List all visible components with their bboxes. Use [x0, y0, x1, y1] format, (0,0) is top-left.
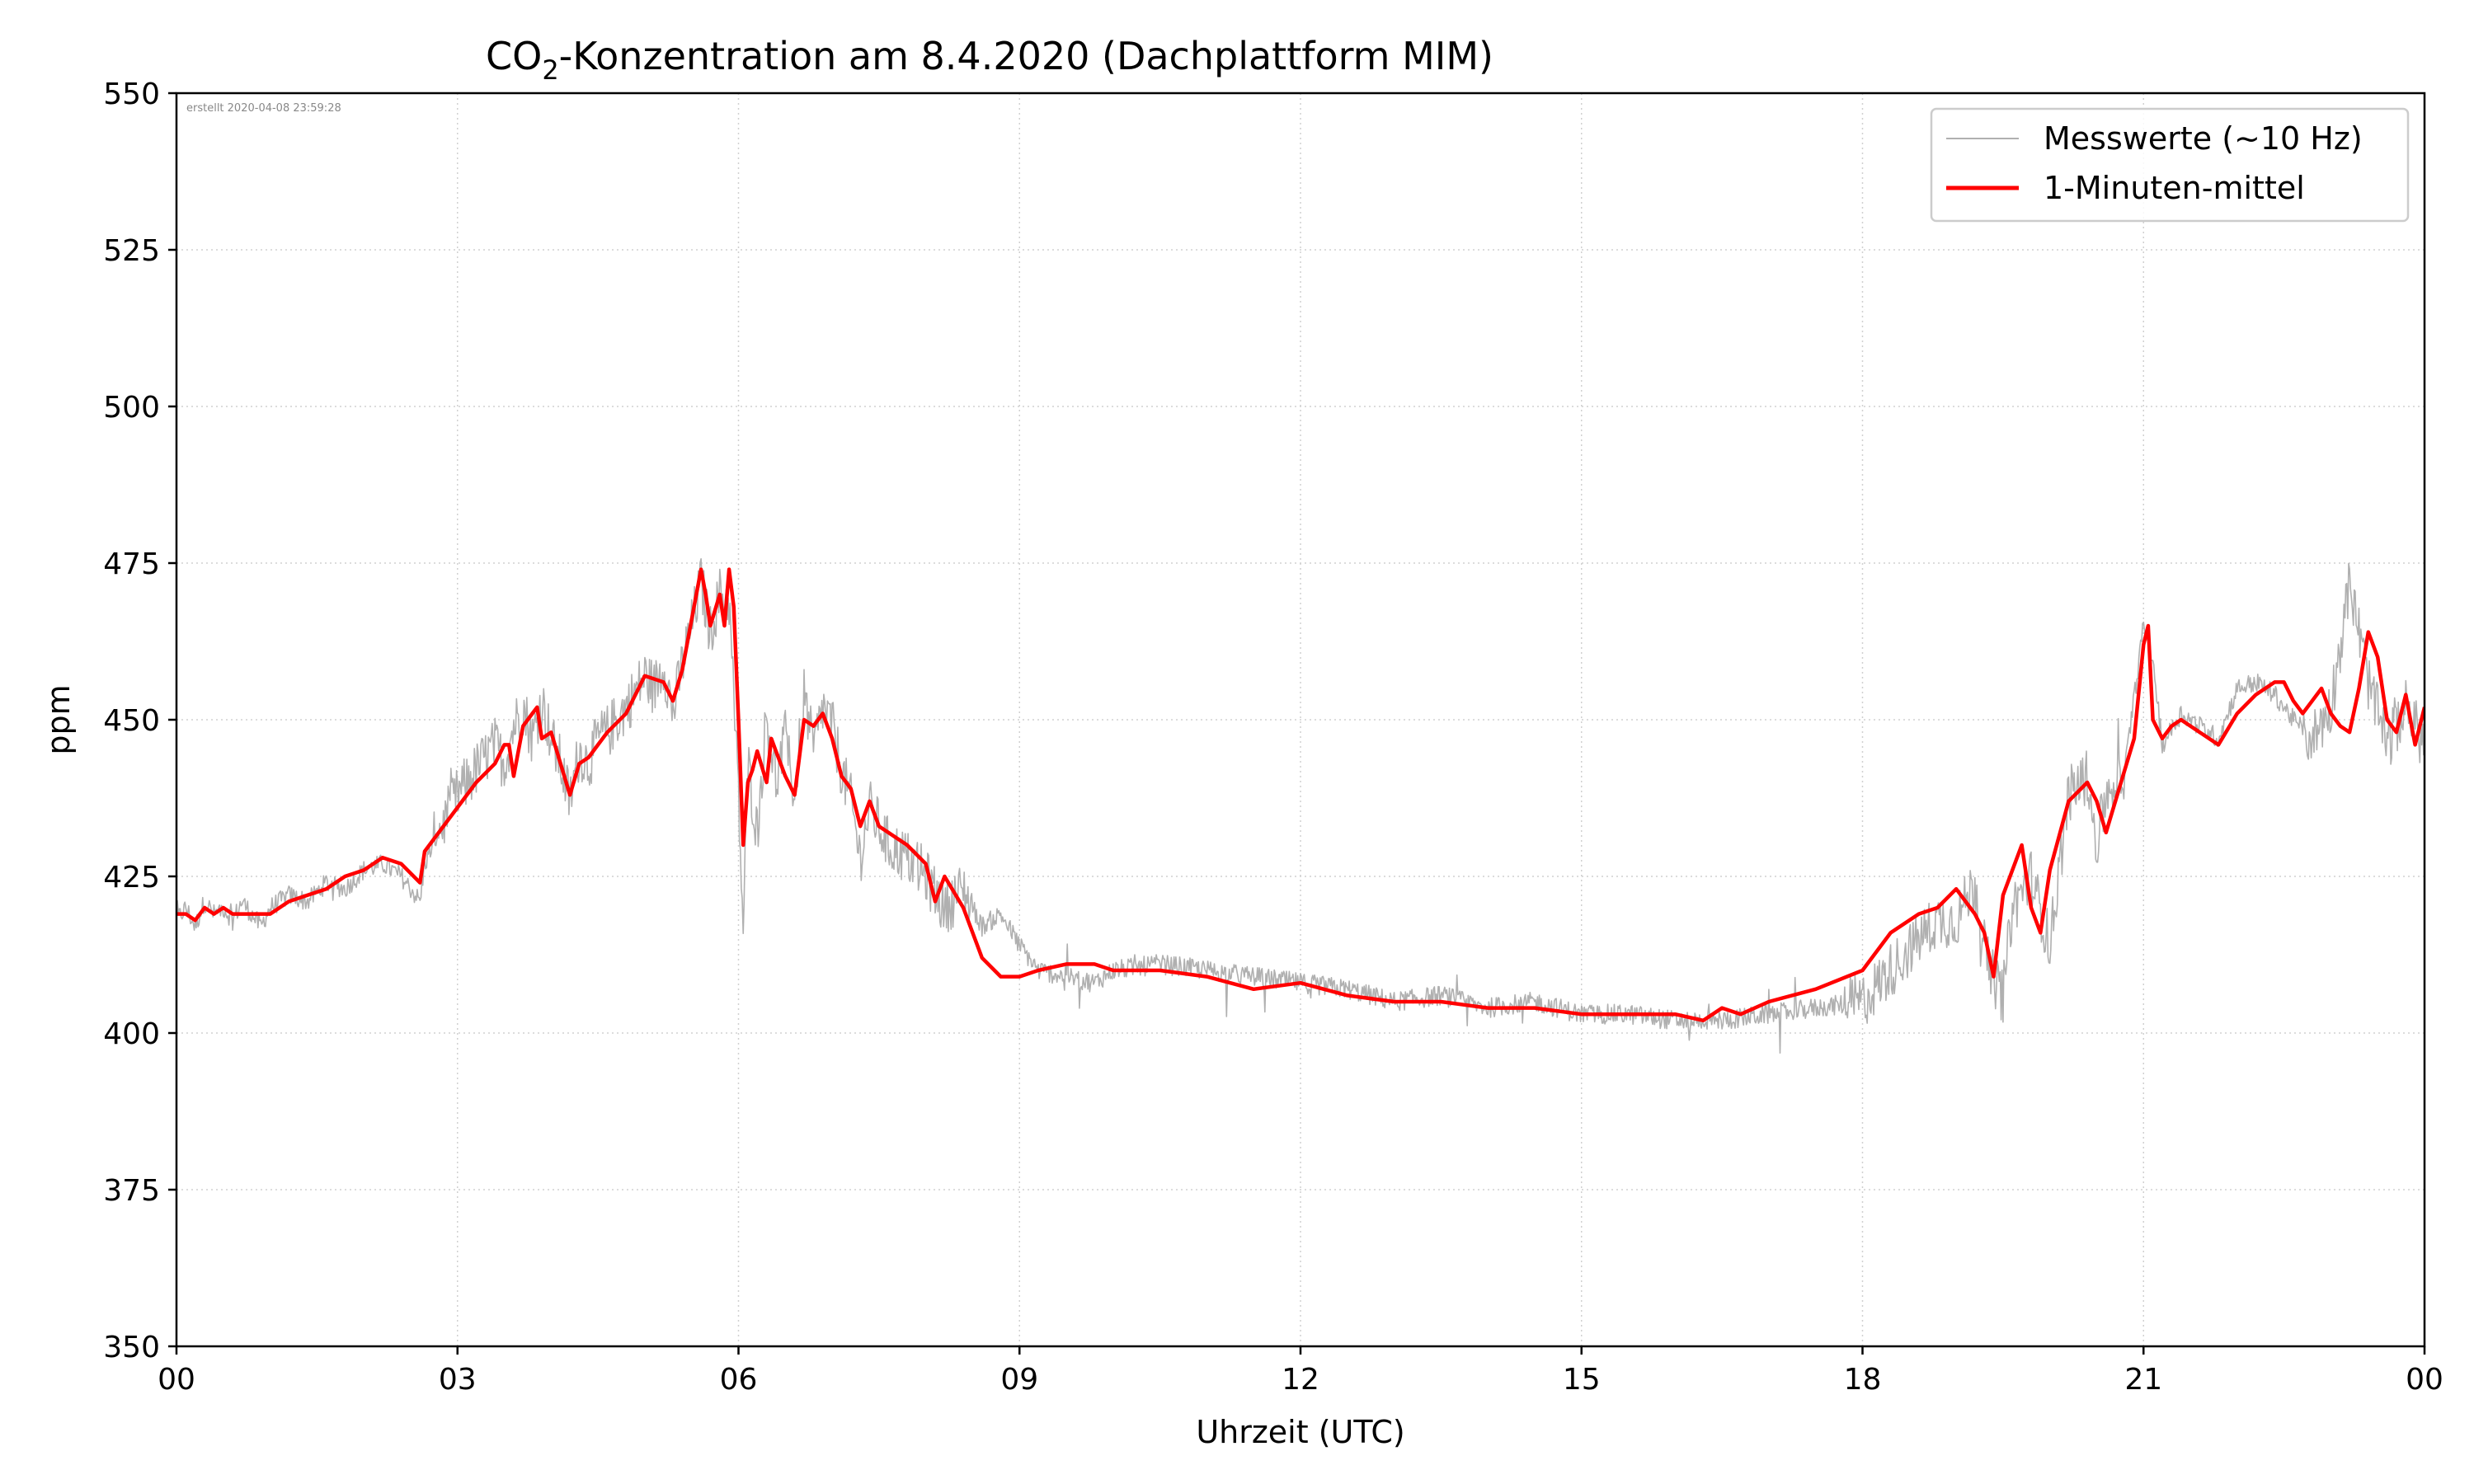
legend-label-minutenmittel: 1-Minuten-mittel	[2044, 170, 2305, 206]
y-tick-label: 350	[103, 1331, 160, 1364]
y-axis-label: ppm	[40, 684, 77, 754]
title-suffix: -Konzentration am 8.4.2020 (Dachplattfor…	[559, 34, 1493, 78]
legend-label-messwerte: Messwerte (~10 Hz)	[2044, 120, 2363, 157]
x-tick-label: 00	[158, 1363, 195, 1397]
axis-ticks: 00 03 06 09 12 15 18 21 003503754004254504755005…	[103, 77, 2443, 1397]
x-tick-label: 03	[439, 1363, 477, 1397]
x-tick-label: 15	[1563, 1363, 1601, 1397]
y-tick-label: 500	[103, 391, 160, 425]
x-tick-label: 09	[1000, 1363, 1038, 1397]
created-timestamp: erstellt 2020-04-08 23:59:28	[186, 102, 341, 115]
y-tick-label: 450	[103, 704, 160, 738]
x-tick-label: 18	[1844, 1363, 1882, 1397]
grid-lines	[176, 92, 2425, 1347]
x-axis-label: Uhrzeit (UTC)	[1196, 1414, 1404, 1450]
y-tick-label: 425	[103, 861, 160, 895]
title-prefix: CO	[486, 34, 542, 78]
series-messwerte	[176, 558, 2425, 1054]
y-tick-label: 375	[103, 1174, 160, 1208]
title-subscript: 2	[542, 54, 558, 86]
x-tick-label: 12	[1282, 1363, 1319, 1397]
x-tick-label: 06	[720, 1363, 758, 1397]
y-tick-label: 475	[103, 547, 160, 581]
x-tick-label: 21	[2124, 1363, 2162, 1397]
y-tick-label: 525	[103, 234, 160, 268]
legend: Messwerte (~10 Hz) 1-Minuten-mittel	[1930, 107, 2410, 223]
y-tick-label: 400	[103, 1017, 160, 1051]
legend-box	[1930, 107, 2410, 223]
series-minutenmittel	[176, 567, 2425, 1023]
x-tick-label: 00	[2406, 1363, 2443, 1397]
series-group	[176, 558, 2425, 1054]
chart-title: CO2-Konzentration am 8.4.2020 (Dachplatt…	[486, 34, 1493, 86]
y-tick-label: 550	[103, 77, 160, 111]
